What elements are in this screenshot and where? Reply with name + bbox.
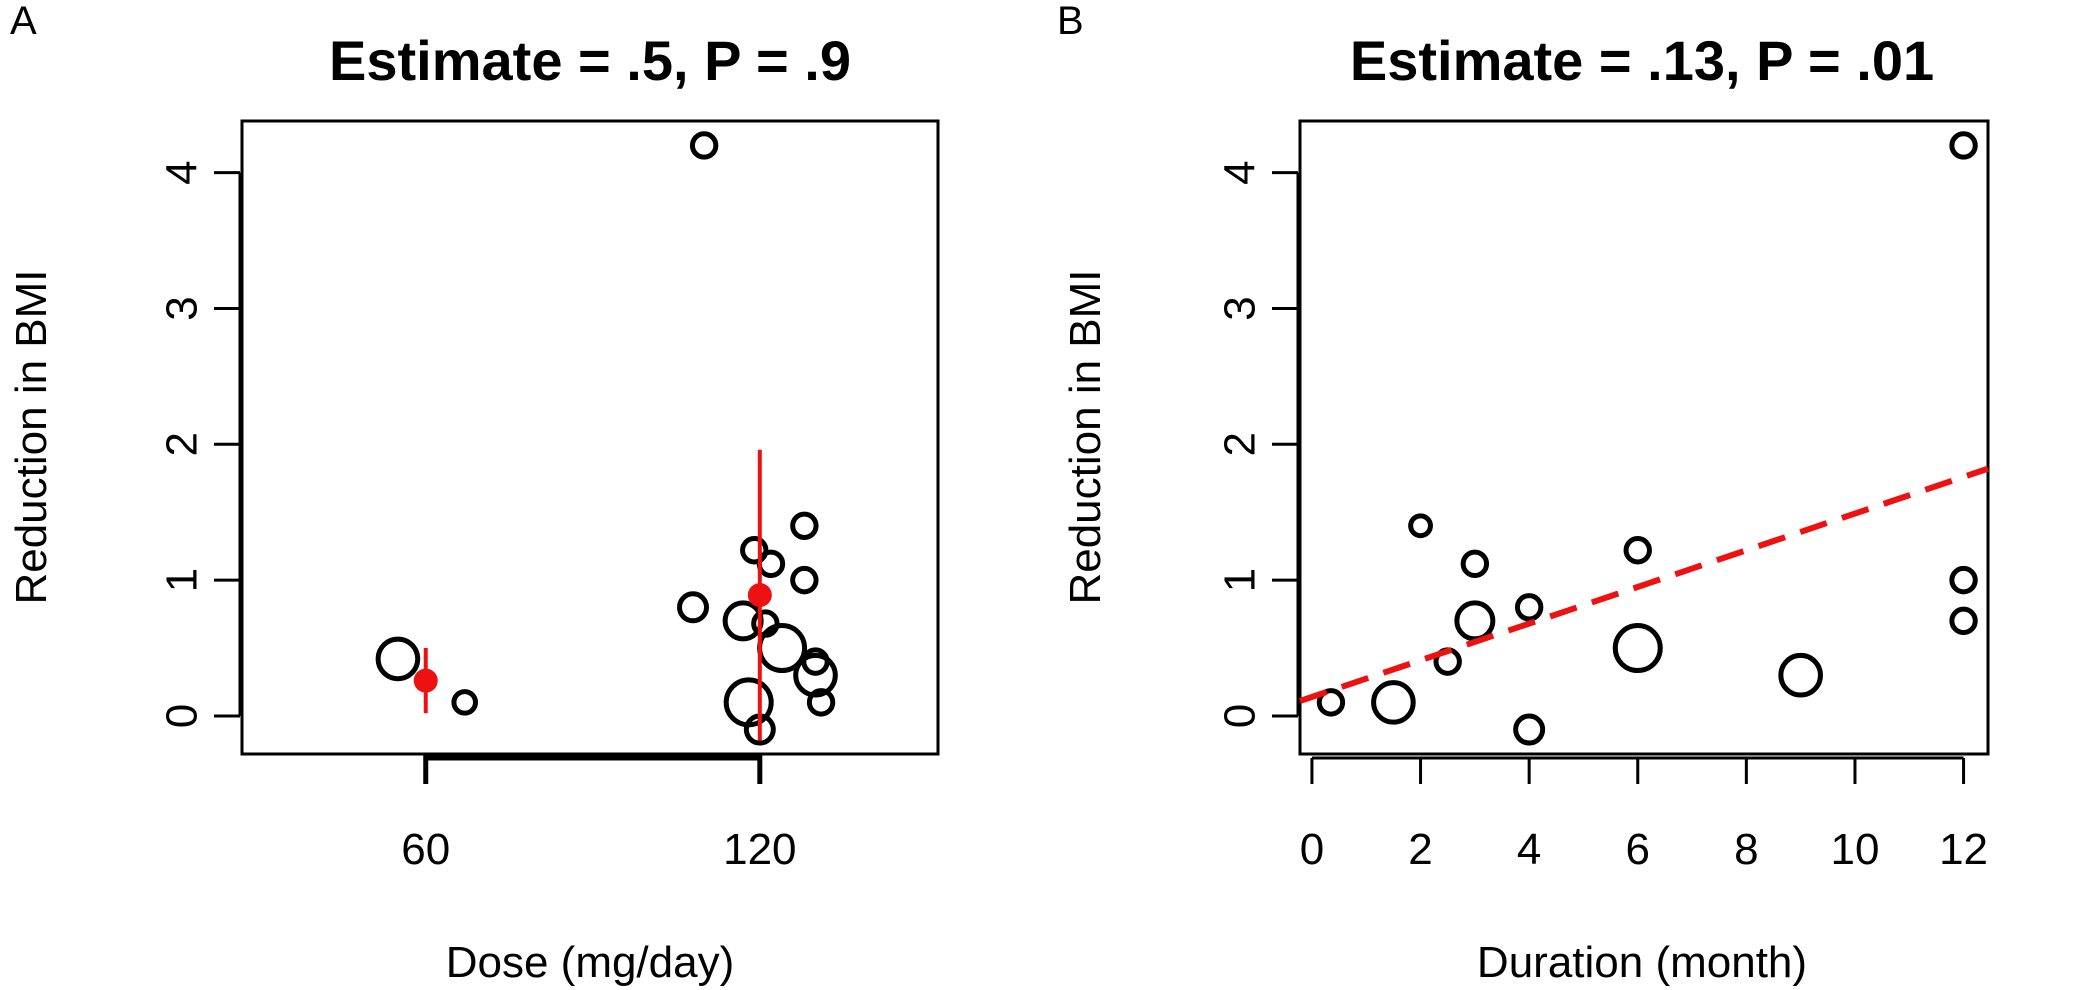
y-tick-label-b: 2 xyxy=(1216,432,1265,456)
data-point xyxy=(1612,623,1663,674)
panel-label-a: A xyxy=(10,0,37,43)
x-tick-label-b: 2 xyxy=(1408,825,1432,874)
data-point xyxy=(1949,131,1978,160)
data-point xyxy=(740,536,769,565)
y-tick-label-a: 2 xyxy=(158,432,207,456)
chart-title-b: Estimate = .13, P = .01 xyxy=(1350,29,1934,92)
data-point xyxy=(375,636,421,682)
x-tick-label-b: 12 xyxy=(1939,825,1988,874)
x-axis-label-a: Dose (mg/day) xyxy=(446,938,735,987)
data-point xyxy=(677,591,710,624)
data-point xyxy=(1623,536,1652,565)
y-tick-label-a: 1 xyxy=(158,568,207,592)
panel-a: A Estimate = .5, P = .9 Dose (mg/day) Re… xyxy=(7,0,940,987)
y-tick-label-a: 0 xyxy=(158,704,207,728)
y-axis-label-b: Reduction in BMI xyxy=(1061,269,1110,604)
extras-a xyxy=(423,755,763,784)
data-point xyxy=(790,565,819,595)
data-point xyxy=(1408,513,1433,539)
data-point xyxy=(1778,652,1823,698)
plot-frame-b xyxy=(1298,119,1990,756)
x-tick-label-a: 120 xyxy=(723,825,796,874)
x-tick-label-b: 10 xyxy=(1830,825,1879,874)
estimate-point xyxy=(413,668,438,693)
x-tick-label-b: 4 xyxy=(1517,825,1541,874)
y-tick-label-b: 3 xyxy=(1216,296,1265,320)
x-axis-label-b: Duration (month) xyxy=(1477,938,1807,987)
regression-line xyxy=(1299,465,1989,704)
data-point xyxy=(1371,680,1416,725)
y-axis-label-a: Reduction in BMI xyxy=(7,269,56,604)
x-tick-label-b: 6 xyxy=(1626,825,1650,874)
y-tick-label-a: 3 xyxy=(158,296,207,320)
panel-b: B Estimate = .13, P = .01 Duration (mont… xyxy=(1057,0,1990,987)
axis-ticks-a: 0 1 2 3 4 60 120 xyxy=(158,160,797,874)
y-tick-label-b: 4 xyxy=(1216,160,1265,184)
data-point xyxy=(451,689,479,716)
data-point xyxy=(1949,606,1978,636)
data-point xyxy=(689,131,719,160)
data-marks-a xyxy=(375,131,838,746)
estimate-point xyxy=(747,583,772,608)
x-tick-label-a: 60 xyxy=(401,825,450,874)
data-point xyxy=(1513,713,1546,746)
y-tick-label-b: 0 xyxy=(1216,704,1265,728)
panel-label-b: B xyxy=(1057,0,1084,43)
data-point xyxy=(1454,600,1496,642)
data-point xyxy=(806,688,836,717)
y-tick-label-a: 4 xyxy=(158,160,207,184)
data-marks-b xyxy=(1299,131,1989,746)
plot-frame-a xyxy=(240,119,940,756)
x-tick-label-b: 8 xyxy=(1734,825,1758,874)
x-tick-label-b: 0 xyxy=(1300,825,1324,874)
data-point xyxy=(756,549,786,579)
y-tick-label-b: 1 xyxy=(1216,568,1265,592)
data-point xyxy=(790,511,819,540)
data-point xyxy=(1460,549,1490,579)
data-point xyxy=(1949,565,1978,595)
data-point xyxy=(1316,688,1346,717)
dose-range-bracket xyxy=(423,755,763,784)
chart-title-a: Estimate = .5, P = .9 xyxy=(329,29,851,92)
data-point xyxy=(1514,593,1544,622)
